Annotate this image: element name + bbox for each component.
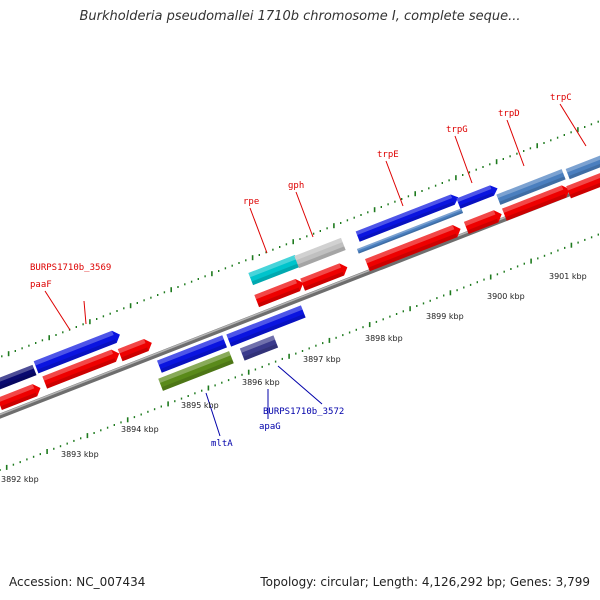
leader-line — [454, 135, 473, 184]
label-BURPS1710b_3572[interactable]: BURPS1710b_3572 — [263, 407, 344, 417]
gene-layer — [0, 150, 600, 411]
leader-line — [44, 290, 71, 331]
label-apaG[interactable]: apaG — [259, 422, 281, 432]
leader-line — [506, 119, 525, 167]
map-title: Burkholderia pseudomallei 1710b chromoso… — [79, 9, 521, 24]
leader-line — [205, 392, 221, 437]
scale-label: 3892 kbp — [1, 475, 39, 484]
scale-label: 3901 kbp — [549, 272, 587, 281]
leader-line — [295, 191, 314, 238]
tick-layer — [0, 120, 599, 471]
scale-label: 3896 kbp — [242, 378, 280, 387]
gene-trpD[interactable] — [496, 169, 566, 205]
gene-gph[interactable] — [294, 237, 346, 269]
label-mltA[interactable]: mltA — [211, 439, 233, 449]
label-trpC[interactable]: trpC — [550, 93, 572, 103]
topology-text: Topology: circular; Length: 4,126,292 bp… — [260, 575, 590, 589]
gene-red-trpD[interactable] — [502, 183, 572, 221]
label-trpE[interactable]: trpE — [377, 150, 399, 160]
scale-label: 3899 kbp — [426, 312, 464, 321]
leader-lines — [44, 103, 587, 437]
forward-tick-line — [1, 120, 599, 358]
label-paaF[interactable]: paaF — [30, 280, 52, 290]
scale-label: 3900 kbp — [487, 292, 525, 301]
label-layer: 3892 kbp 3893 kbp 3894 kbp 3895 kbp 3896 kbp… — [1, 93, 587, 484]
label-rpe[interactable]: rpe — [243, 197, 259, 207]
gene-red-trpG[interactable] — [463, 208, 504, 234]
leader-line — [385, 160, 404, 207]
scale-label: 3893 kbp — [61, 450, 99, 459]
scale-label: 3894 kbp — [121, 425, 159, 434]
label-trpG[interactable]: trpG — [446, 125, 468, 135]
reverse-tick-line — [0, 233, 599, 471]
gene-red-rpe[interactable] — [254, 277, 305, 308]
label-gph[interactable]: gph — [288, 181, 304, 191]
gene-apaG[interactable] — [239, 335, 279, 361]
gene-red-3[interactable] — [117, 337, 154, 362]
gene-red-trpC[interactable] — [566, 170, 600, 199]
gene-trpE-overlap[interactable] — [356, 208, 464, 254]
accession-text: Accession: NC_007434 — [9, 575, 146, 589]
gene-trpG[interactable] — [456, 183, 499, 209]
gene-blue-rev-2[interactable] — [226, 305, 306, 347]
leader-line — [277, 365, 323, 405]
gene-blue-rev-1[interactable] — [157, 335, 227, 373]
gene-navy[interactable] — [0, 364, 37, 392]
gene-red-gph[interactable] — [300, 261, 349, 291]
scale-label: 3895 kbp — [181, 401, 219, 410]
gene-red-trpE[interactable] — [365, 223, 463, 272]
scale-label: 3898 kbp — [365, 334, 403, 343]
label-BURPS1710b_3569[interactable]: BURPS1710b_3569 — [30, 263, 111, 273]
leader-line — [559, 103, 587, 147]
label-trpD[interactable]: trpD — [498, 109, 520, 119]
gene-mltA[interactable] — [158, 351, 234, 391]
gene-red-2[interactable] — [42, 347, 121, 389]
gene-trpE[interactable] — [355, 192, 461, 242]
gene-paaF[interactable] — [33, 329, 123, 374]
gene-red-1[interactable] — [0, 382, 43, 411]
leader-line — [249, 207, 268, 254]
scale-label: 3897 kbp — [303, 355, 341, 364]
leader-line — [83, 300, 87, 325]
gene-trpC[interactable] — [565, 150, 600, 180]
gene-rpe[interactable] — [248, 254, 300, 286]
